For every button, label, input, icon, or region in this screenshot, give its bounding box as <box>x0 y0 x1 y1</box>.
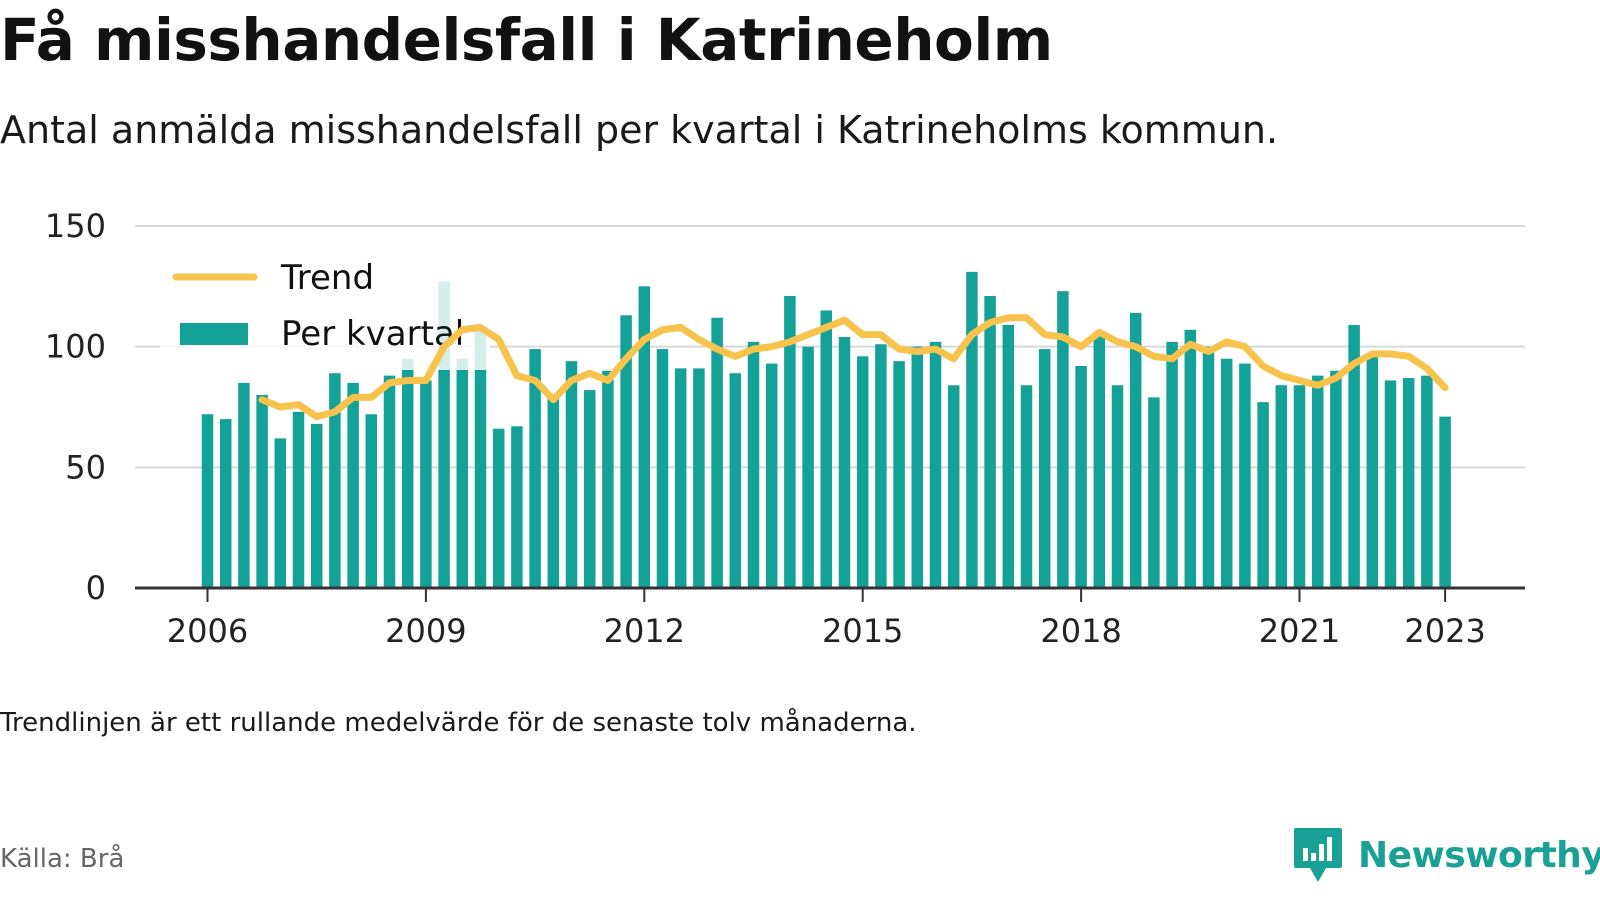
bar <box>1293 385 1306 588</box>
y-tick-label: 50 <box>65 448 106 486</box>
bar <box>1020 385 1033 588</box>
bar <box>329 373 341 588</box>
legend: Trend Per kvartal <box>160 240 490 370</box>
bar <box>474 327 487 588</box>
x-tick-label: 2015 <box>822 612 903 650</box>
bar <box>747 341 760 588</box>
legend-trend-label: Trend <box>280 258 374 298</box>
bar <box>347 382 359 588</box>
bar <box>547 394 560 588</box>
bar <box>893 361 905 588</box>
newsworthy-logo-icon <box>1294 828 1342 882</box>
bar <box>219 419 232 588</box>
bar <box>1038 349 1051 588</box>
brand-name: Newsworthy <box>1358 834 1600 876</box>
bar <box>492 428 505 588</box>
bar <box>1239 363 1251 588</box>
y-tick-labels: 0 50 100 150 <box>45 207 106 607</box>
x-tick-labels: 2006 2009 2012 2015 2018 2021 2023 <box>167 588 1486 650</box>
bar <box>1057 291 1069 588</box>
bar <box>984 295 996 588</box>
bar <box>1129 312 1142 588</box>
bar <box>1075 365 1087 588</box>
x-tick-label: 2023 <box>1404 612 1485 650</box>
bar-series <box>201 271 1451 588</box>
bar <box>1348 324 1360 588</box>
bar <box>1220 358 1233 588</box>
bar <box>1093 334 1106 588</box>
x-tick-label: 2018 <box>1040 612 1121 650</box>
bar <box>602 370 614 588</box>
chart-area: 0 50 100 150 Trend Per kvartal 2006 2009 2012… <box>45 207 1525 650</box>
bar <box>765 363 778 588</box>
x-tick-label: 2009 <box>385 612 466 650</box>
bar <box>838 337 851 588</box>
y-tick-label: 0 <box>86 569 106 607</box>
footnote: Trendlinjen är ett rullande medelvärde f… <box>0 708 917 738</box>
legend-bar-swatch <box>180 323 248 345</box>
bar <box>292 411 305 588</box>
bar <box>620 315 632 588</box>
bar <box>711 317 723 588</box>
bar <box>1202 346 1215 588</box>
bar <box>1148 397 1160 588</box>
bar <box>911 346 924 588</box>
bar <box>638 286 651 588</box>
bar <box>856 356 869 588</box>
x-tick-label: 2006 <box>167 612 248 650</box>
bar <box>1275 385 1288 588</box>
bar <box>966 271 978 588</box>
bar <box>274 438 287 588</box>
bar <box>1366 356 1379 588</box>
chart-title: Få misshandelsfall i Katrineholm <box>0 6 1053 74</box>
bar <box>1330 370 1342 588</box>
bar <box>1311 375 1324 588</box>
bar <box>256 394 268 588</box>
bar <box>201 414 214 588</box>
bar <box>365 414 378 588</box>
trend-series <box>258 314 1449 421</box>
bar <box>929 341 942 588</box>
bar <box>1421 375 1433 588</box>
bar <box>456 358 469 588</box>
y-tick-label: 150 <box>45 207 106 245</box>
brand-logo[interactable]: Newsworthy <box>1292 826 1600 884</box>
bar <box>1184 329 1197 588</box>
bar <box>1402 378 1415 588</box>
bar <box>310 423 323 588</box>
x-tick-label: 2021 <box>1259 612 1340 650</box>
bar <box>875 344 887 588</box>
bar <box>656 349 669 588</box>
bar <box>1439 416 1451 588</box>
bar <box>420 380 432 588</box>
bar <box>401 358 414 588</box>
bar <box>674 368 687 588</box>
bar <box>583 390 596 588</box>
legend-bar-label: Per kvartal <box>281 314 464 354</box>
bar <box>511 426 523 588</box>
bar <box>693 368 705 588</box>
bar <box>238 382 250 588</box>
bar <box>1166 341 1178 588</box>
y-tick-label: 100 <box>45 328 106 366</box>
bar <box>947 385 960 588</box>
trend-line <box>258 314 1449 421</box>
bar <box>784 295 796 588</box>
source-label: Källa: Brå <box>0 844 125 874</box>
bar <box>565 361 578 588</box>
bar <box>1257 402 1269 588</box>
bar <box>820 310 833 588</box>
bar <box>383 375 396 588</box>
chart-subtitle: Antal anmälda misshandelsfall per kvarta… <box>0 108 1279 152</box>
bar <box>1384 380 1397 588</box>
bar <box>529 349 541 588</box>
x-tick-label: 2012 <box>604 612 685 650</box>
bar <box>802 346 814 588</box>
bar <box>1002 324 1015 588</box>
bar <box>729 373 742 588</box>
bar <box>1111 385 1124 588</box>
bar <box>438 281 450 588</box>
